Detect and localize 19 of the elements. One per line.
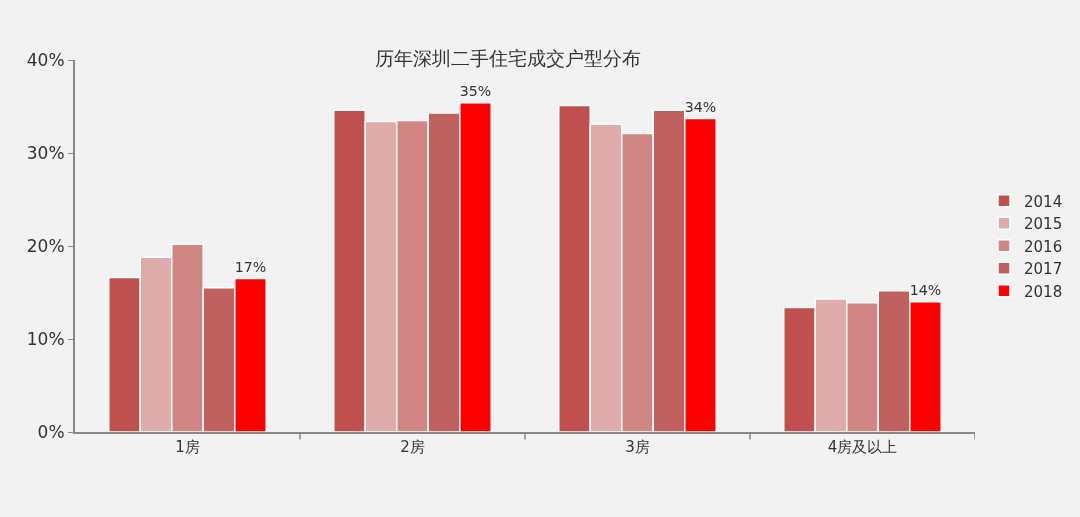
chart-title: 历年深圳二手住宅成交户型分布	[374, 47, 641, 69]
data-label: 35%	[459, 83, 492, 99]
y-tick-label: 40%	[26, 49, 65, 70]
y-tick-label: 0%	[37, 421, 65, 442]
x-tick-label: 4房及以上	[827, 438, 898, 456]
legend-label: 2016	[1024, 237, 1063, 256]
y-tick-label: 20%	[26, 235, 65, 256]
x-tick-label: 3房	[625, 438, 650, 456]
legend-label: 2014	[1024, 192, 1063, 211]
data-label: 34%	[684, 98, 717, 115]
x-tick-label: 1房	[175, 438, 200, 456]
x-tick-label: 2房	[400, 438, 425, 456]
y-tick-label: 10%	[26, 328, 65, 349]
y-tick-label: 30%	[26, 142, 65, 163]
legend-label: 2018	[1024, 282, 1063, 301]
legend-label: 2015	[1024, 215, 1063, 234]
legend-label: 2017	[1024, 260, 1063, 279]
data-label: 17%	[234, 258, 267, 275]
data-label: 14%	[909, 282, 942, 299]
